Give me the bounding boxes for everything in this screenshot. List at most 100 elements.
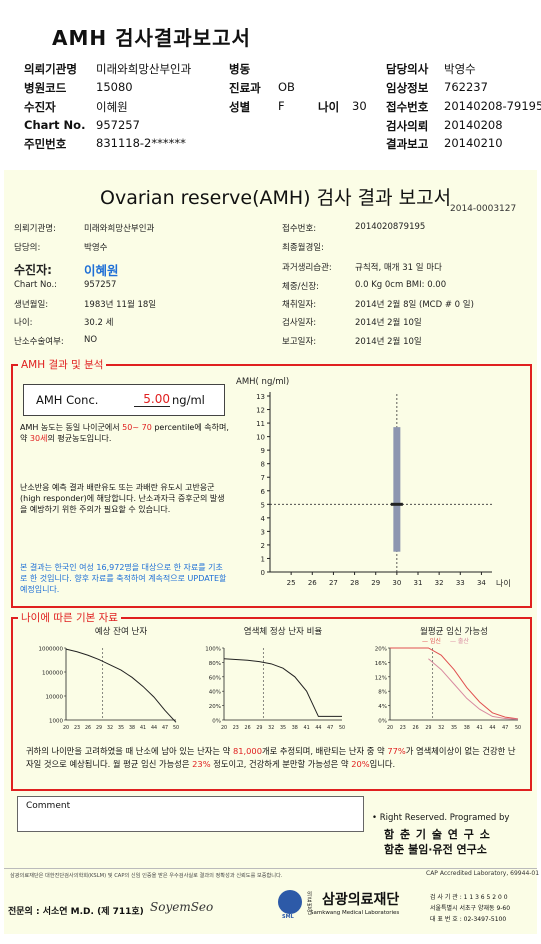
- info-body-value: 0.0 Kg 0cm BMI: 0.00: [355, 280, 447, 290]
- summary-d: 정도이고, 건강하게 분만할 가능성은 약: [213, 759, 349, 769]
- amh-para1-c: 의 평균농도입니다.: [47, 434, 112, 443]
- page-title: AMH 검사결과보고서: [52, 26, 251, 50]
- summary-c: 가 염색체이상이 없는 건강한 난자일 것으로 예상됩니다. 월 평균 임신 가…: [26, 746, 516, 769]
- patient-amh-marker: [390, 502, 403, 506]
- x-tick-label: 28: [350, 579, 359, 587]
- mini-x-tick-label: 32: [438, 725, 444, 731]
- mini-y-tick-label: 12%: [375, 675, 387, 681]
- info-birth-value: 1983년 11월 18일: [84, 300, 157, 310]
- field-report-date-value: 20140210: [444, 136, 503, 150]
- amh-percentile-range: 50~ 70: [122, 423, 152, 432]
- info-age-value: 30.2 세: [84, 318, 114, 328]
- mini-x-tick-label: 47: [327, 725, 333, 731]
- mini-y-tick-label: 0%: [212, 719, 221, 725]
- field-sex: 성별: [229, 100, 251, 114]
- info-report-value: 2014년 2월 10일: [355, 337, 422, 347]
- pregnancy-series-line: [428, 658, 519, 720]
- mini-x-tick-label: 41: [140, 725, 146, 731]
- age-data-box: [11, 617, 532, 791]
- info-patient-value: 이혜원: [84, 263, 119, 278]
- field-report-date: 결과보고: [386, 137, 429, 151]
- info-report-label: 보고일자:: [282, 337, 317, 347]
- org-logo-icon: [278, 890, 302, 914]
- info-birth-label: 생년월일:: [14, 300, 49, 310]
- amh-result-box: [11, 364, 532, 608]
- x-tick-label: 25: [287, 579, 296, 587]
- info-doctor-label: 담당의:: [14, 243, 41, 253]
- field-hospital-value: 미래와희망산부인과: [96, 62, 192, 76]
- info-surgery-label: 난소수술여부:: [14, 337, 64, 347]
- mini-y-tick-label: 100000: [42, 671, 63, 677]
- mini-x-tick-label: 50: [515, 725, 521, 731]
- field-label: Chart No.: [24, 118, 86, 132]
- mini-x-tick-label: 41: [477, 725, 483, 731]
- footer-divider: [4, 868, 537, 869]
- mini-x-tick-label: 26: [85, 725, 91, 731]
- y-tick-label: 10: [256, 434, 265, 442]
- x-tick-label: 26: [308, 579, 317, 587]
- footer-certification: 삼광의료재단은 대한진단검사의학회(KSLM) 및 CAP의 신임 인증을 받은…: [10, 873, 283, 879]
- chart-ylabel: AMH( ng/ml): [236, 377, 289, 387]
- summary-a: 귀하의 나이만을 고려하였을 때 난소에 남아 있는 난자는 약: [26, 746, 231, 756]
- field-chart-no: Chart No.: [24, 118, 85, 132]
- info-cycle-value: 규칙적, 매개 31 일 마다: [355, 263, 442, 273]
- y-tick-label: 6: [261, 488, 266, 496]
- x-tick-label: 29: [371, 579, 380, 587]
- field-department: 진료과: [229, 81, 261, 95]
- summary-birth: 20%: [351, 759, 370, 769]
- field-hospital: 의뢰기관명: [24, 61, 77, 77]
- info-test-value: 2014년 2월 10일: [355, 318, 422, 328]
- percentile-range-bar: [393, 427, 401, 552]
- y-tick-label: 13: [256, 393, 265, 401]
- pregnancy-chance-chart: 월평균 임신 가능성 0% 4% 8% 12% 16% 20% 20 23 26 29 32 35 38 4…: [375, 626, 521, 731]
- mini-x-tick-label: 47: [502, 725, 508, 731]
- org-name-en: Samkwang Medical Laboratories: [310, 910, 400, 916]
- mini-y-tick-label: 4%: [378, 704, 387, 710]
- x-tick-label: 34: [477, 579, 486, 587]
- field-sex-value: F: [278, 99, 285, 113]
- amh-conc-unit: ng/ml: [172, 393, 205, 407]
- amh-para1-b: percentile에 속하며, 약: [20, 423, 229, 443]
- contact-address: 서울특별시 서초구 양재동 9-60: [430, 905, 511, 912]
- mini-x-tick-label: 47: [162, 725, 168, 731]
- org-prefix: 의료법인: [307, 892, 313, 916]
- pregnancy-series-line: [390, 647, 519, 720]
- mini-y-tick-label: 8%: [378, 690, 387, 696]
- y-tick-label: 11: [256, 420, 265, 428]
- mini-x-tick-label: 38: [129, 725, 135, 731]
- y-tick-label: 3: [261, 528, 265, 536]
- chart-xlabel: 나이: [496, 578, 511, 588]
- mini-chart-title: 염색체 정상 난자 비율: [244, 626, 323, 637]
- mini-chart-title: 월평균 임신 가능성: [420, 626, 488, 637]
- field-clinical-info: 임상정보: [386, 81, 429, 95]
- mini-x-tick-label: 44: [315, 725, 321, 731]
- legend-birth: — 출산: [450, 637, 469, 645]
- x-tick-label: 32: [435, 579, 444, 587]
- mini-x-tick-label: 41: [304, 725, 310, 731]
- info-collect-label: 채취일자:: [282, 300, 317, 310]
- amh-paragraph-2: 난소반응 예측 결과 배란유도 또는 과배란 유도시 고반응군 (high re…: [20, 483, 225, 514]
- field-resident-no-value: 831118-2******: [96, 136, 186, 150]
- rights-line: • Right Reserved. Programed by: [372, 813, 510, 823]
- mini-x-tick-label: 44: [489, 725, 495, 731]
- mini-x-tick-label: 20: [387, 725, 393, 731]
- rights-institute-name: 함춘 불임·유전 연구소: [384, 843, 487, 856]
- info-doctor-value: 박영수: [84, 243, 108, 253]
- field-ward: 병동: [229, 62, 251, 76]
- mini-y-tick-label: 20%: [209, 704, 221, 710]
- mini-x-tick-label: 32: [268, 725, 274, 731]
- info-receipt-label: 접수번호:: [282, 224, 317, 234]
- field-doctor-value: 박영수: [444, 62, 476, 76]
- mini-y-tick-label: 80%: [209, 661, 221, 667]
- field-patient: 수진자: [24, 99, 56, 115]
- normal-eggs-line: [223, 658, 342, 717]
- summary-b: 개로 추정되며, 배란되는 난자 중 약: [261, 746, 385, 756]
- age-section-heading: 나이에 따른 기본 자료: [18, 610, 121, 625]
- mini-x-tick-label: 23: [233, 725, 239, 731]
- mini-x-tick-label: 38: [464, 725, 470, 731]
- report-code: 2014-0003127: [450, 204, 517, 214]
- x-tick-label: 30: [392, 579, 401, 587]
- info-cycle-label: 과거생리습관:: [282, 263, 332, 273]
- footer-cap: CAP Accredited Laboratory, 69944-01: [426, 870, 540, 877]
- summary-pct: 77%: [387, 746, 406, 756]
